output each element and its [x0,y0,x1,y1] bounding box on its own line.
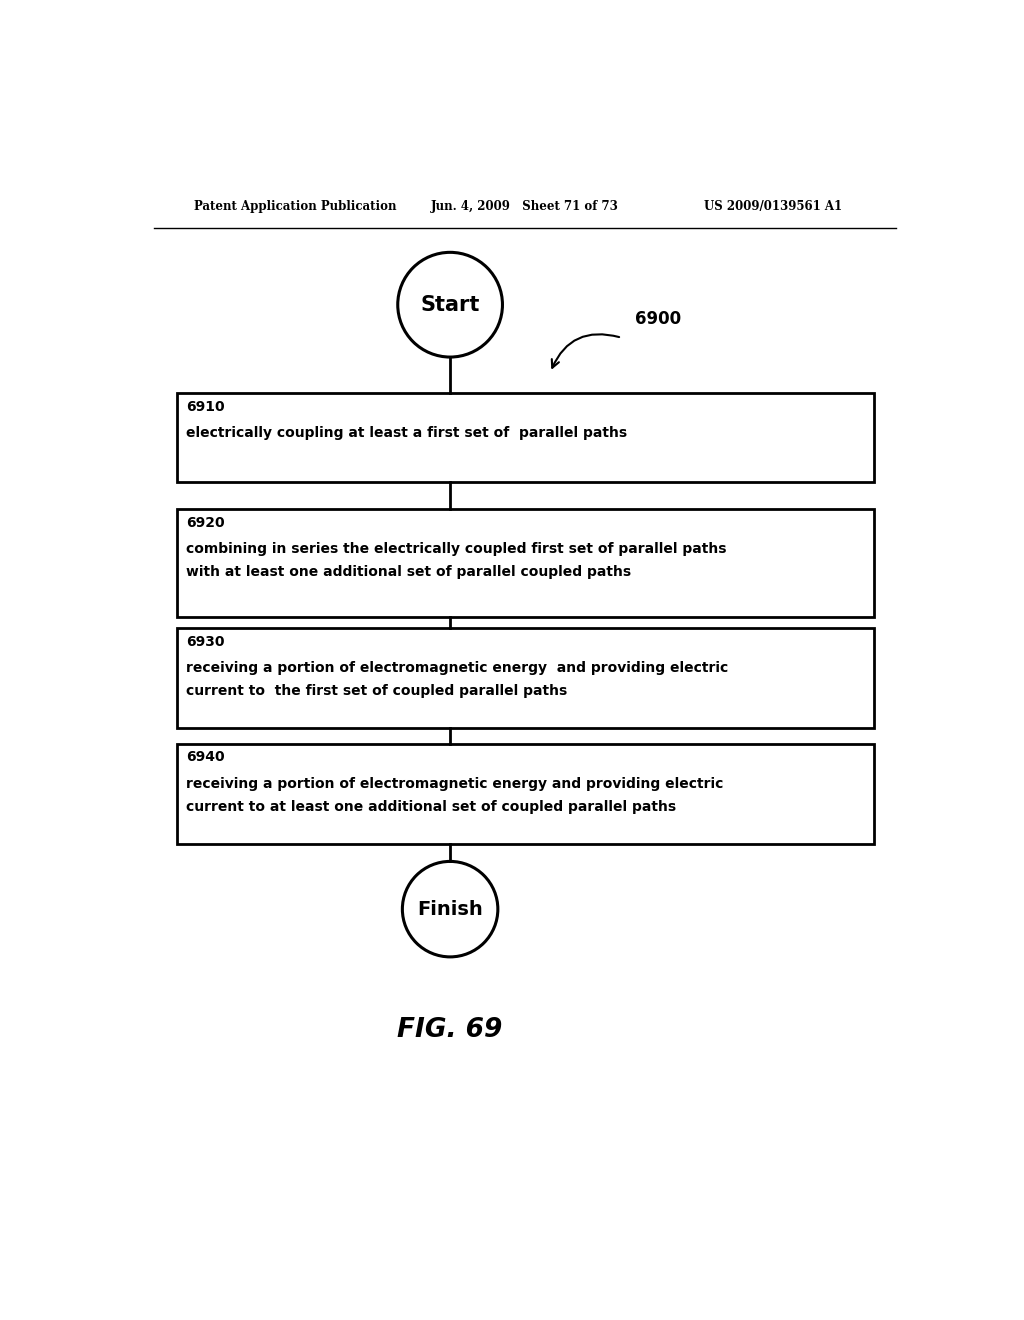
Text: electrically coupling at least a first set of  parallel paths: electrically coupling at least a first s… [186,426,627,441]
Text: current to at least one additional set of coupled parallel paths: current to at least one additional set o… [186,800,676,813]
Text: US 2009/0139561 A1: US 2009/0139561 A1 [705,199,843,213]
Text: receiving a portion of electromagnetic energy  and providing electric: receiving a portion of electromagnetic e… [186,661,728,675]
Text: 6910: 6910 [186,400,224,414]
Text: Patent Application Publication: Patent Application Publication [194,199,396,213]
Text: current to  the first set of coupled parallel paths: current to the first set of coupled para… [186,684,567,698]
Bar [177,508,873,616]
Bar [177,393,873,482]
Text: 6940: 6940 [186,751,224,764]
Text: receiving a portion of electromagnetic energy and providing electric: receiving a portion of electromagnetic e… [186,776,723,791]
Text: Finish: Finish [417,900,483,919]
Text: FIG. 69: FIG. 69 [397,1016,503,1043]
FancyArrowPatch shape [552,334,620,368]
Text: with at least one additional set of parallel coupled paths: with at least one additional set of para… [186,565,631,579]
Text: Start: Start [421,294,480,314]
Text: Jun. 4, 2009   Sheet 71 of 73: Jun. 4, 2009 Sheet 71 of 73 [431,199,618,213]
Text: 6920: 6920 [186,516,224,529]
Text: 6900: 6900 [635,310,681,327]
Bar [177,628,873,729]
Text: 6930: 6930 [186,635,224,649]
Text: combining in series the electrically coupled first set of parallel paths: combining in series the electrically cou… [186,541,726,556]
Bar [177,743,873,843]
